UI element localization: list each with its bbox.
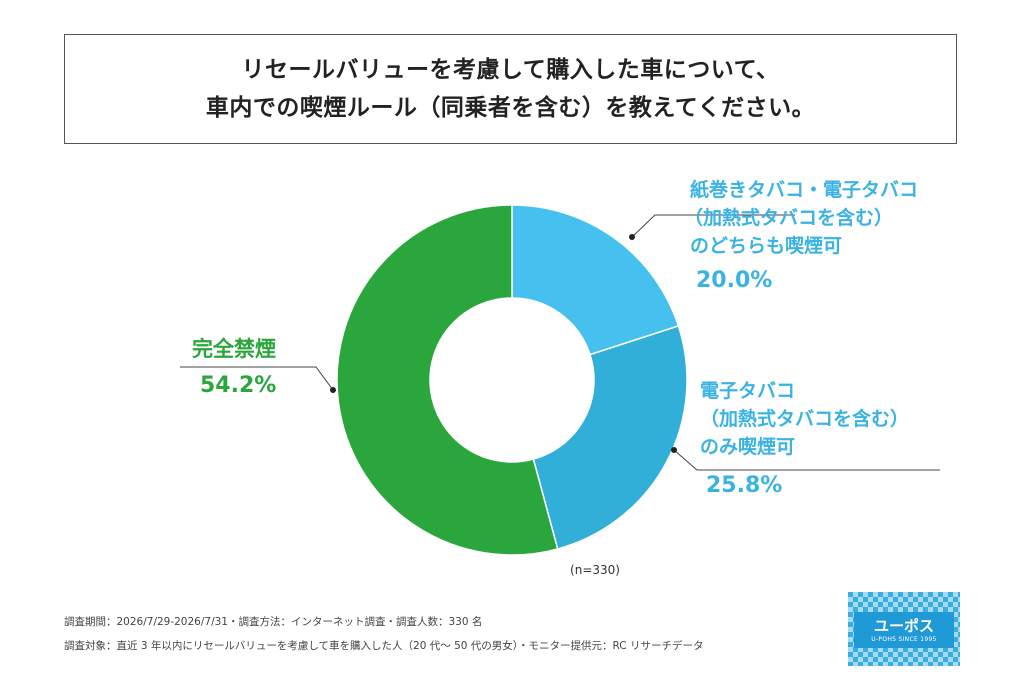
footer-line-2: 調査対象：直近 3 年以内にリセールバリューを考慮して車を購入した人（20 代～…	[64, 640, 704, 652]
sample-size: (n=330)	[570, 563, 620, 577]
label-slice-1: 紙巻きタバコ・電子タバコ （加熱式タバコを含む） のどちらも喫煙可 20.0%	[684, 176, 919, 296]
label-slice-3-line-1: 完全禁煙	[192, 337, 276, 361]
leader-dot-slice-2	[671, 447, 677, 453]
leader-line-slice-2	[673, 449, 940, 471]
leader-dot-slice-1	[629, 234, 635, 240]
title-box: リセールバリューを考慮して購入した車について、 車内での喫煙ルール（同乗者を含む…	[64, 34, 957, 144]
value-slice-1: 20.0%	[696, 268, 773, 293]
label-slice-1-line-3: のどちらも喫煙可	[690, 235, 843, 257]
leader-dot-slice-3	[330, 387, 336, 393]
label-slice-2-line-1: 電子タバコ	[700, 380, 796, 402]
donut-slice-1	[511, 204, 680, 356]
logo-brand-text: ユーポス	[873, 616, 934, 635]
footer-line-1: 調査期間：2026/7/29-2026/7/31・調査方法：インターネット調査・…	[64, 616, 483, 628]
donut-slice-3	[336, 204, 559, 556]
title-line-1: リセールバリューを考慮して購入した車について、	[241, 57, 780, 83]
logo-band: ユーポス U-POHS SINCE 1995	[854, 612, 954, 648]
logo-since-text: U-POHS SINCE 1995	[871, 635, 937, 643]
brand-logo: ユーポス U-POHS SINCE 1995	[848, 592, 960, 666]
value-slice-3: 54.2%	[200, 373, 277, 398]
leader-line-slice-3	[180, 366, 334, 391]
label-slice-2-line-2: （加熱式タバコを含む）	[700, 408, 910, 430]
donut-slice-2	[532, 324, 688, 550]
label-slice-3: 完全禁煙 54.2%	[192, 335, 276, 401]
value-slice-2: 25.8%	[706, 473, 783, 498]
label-slice-1-line-1: 紙巻きタバコ・電子タバコ	[690, 179, 919, 201]
title-line-2: 車内での喫煙ルール（同乗者を含む）を教えてください。	[205, 95, 816, 121]
leader-line-slice-1	[631, 214, 795, 238]
label-slice-2-line-3: のみ喫煙可	[700, 436, 796, 458]
label-slice-2: 電子タバコ （加熱式タバコを含む） のみ喫煙可 25.8%	[700, 377, 909, 501]
label-slice-1-line-2: （加熱式タバコを含む）	[684, 207, 894, 229]
